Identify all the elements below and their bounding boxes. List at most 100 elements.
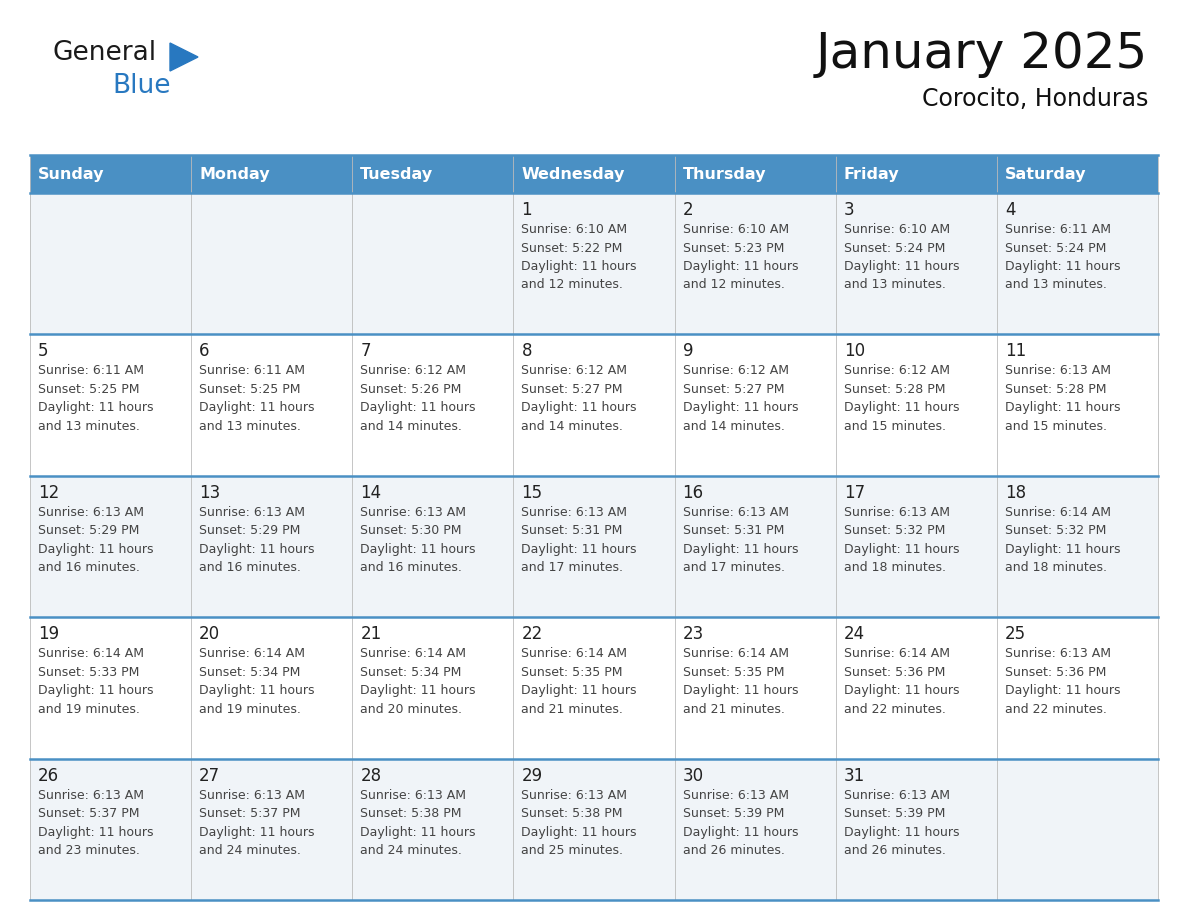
Bar <box>191 193 353 334</box>
Text: Sunday: Sunday <box>38 166 105 182</box>
Text: Wednesday: Wednesday <box>522 166 625 182</box>
Text: Sunrise: 6:13 AM
Sunset: 5:38 PM
Daylight: 11 hours
and 24 minutes.: Sunrise: 6:13 AM Sunset: 5:38 PM Dayligh… <box>360 789 475 857</box>
Text: 4: 4 <box>1005 201 1016 219</box>
Text: Sunrise: 6:12 AM
Sunset: 5:27 PM
Daylight: 11 hours
and 14 minutes.: Sunrise: 6:12 AM Sunset: 5:27 PM Dayligh… <box>683 364 798 433</box>
Text: General: General <box>52 40 156 66</box>
Text: Sunrise: 6:13 AM
Sunset: 5:31 PM
Daylight: 11 hours
and 17 minutes.: Sunrise: 6:13 AM Sunset: 5:31 PM Dayligh… <box>522 506 637 575</box>
Bar <box>30 476 191 617</box>
Bar <box>30 758 191 900</box>
Text: Sunrise: 6:14 AM
Sunset: 5:36 PM
Daylight: 11 hours
and 22 minutes.: Sunrise: 6:14 AM Sunset: 5:36 PM Dayligh… <box>843 647 959 716</box>
Text: 22: 22 <box>522 625 543 644</box>
Bar <box>353 476 513 617</box>
Text: 31: 31 <box>843 767 865 785</box>
Text: 27: 27 <box>200 767 220 785</box>
Text: Sunrise: 6:14 AM
Sunset: 5:35 PM
Daylight: 11 hours
and 21 minutes.: Sunrise: 6:14 AM Sunset: 5:35 PM Dayligh… <box>522 647 637 716</box>
Bar <box>997 617 1158 758</box>
Bar <box>191 617 353 758</box>
Bar <box>513 334 675 476</box>
Bar <box>997 476 1158 617</box>
Bar <box>997 193 1158 334</box>
Bar <box>191 476 353 617</box>
Bar <box>353 334 513 476</box>
Text: Sunrise: 6:14 AM
Sunset: 5:35 PM
Daylight: 11 hours
and 21 minutes.: Sunrise: 6:14 AM Sunset: 5:35 PM Dayligh… <box>683 647 798 716</box>
Text: 21: 21 <box>360 625 381 644</box>
Bar <box>30 193 191 334</box>
Text: Sunrise: 6:13 AM
Sunset: 5:37 PM
Daylight: 11 hours
and 24 minutes.: Sunrise: 6:13 AM Sunset: 5:37 PM Dayligh… <box>200 789 315 857</box>
Bar <box>675 476 835 617</box>
Bar <box>191 758 353 900</box>
Text: Sunrise: 6:13 AM
Sunset: 5:38 PM
Daylight: 11 hours
and 25 minutes.: Sunrise: 6:13 AM Sunset: 5:38 PM Dayligh… <box>522 789 637 857</box>
Bar <box>513 758 675 900</box>
Text: 17: 17 <box>843 484 865 502</box>
Text: 10: 10 <box>843 342 865 361</box>
Text: Sunrise: 6:13 AM
Sunset: 5:32 PM
Daylight: 11 hours
and 18 minutes.: Sunrise: 6:13 AM Sunset: 5:32 PM Dayligh… <box>843 506 959 575</box>
Text: Sunrise: 6:13 AM
Sunset: 5:29 PM
Daylight: 11 hours
and 16 minutes.: Sunrise: 6:13 AM Sunset: 5:29 PM Dayligh… <box>200 506 315 575</box>
Bar <box>997 155 1158 193</box>
Text: 2: 2 <box>683 201 693 219</box>
Text: Sunrise: 6:13 AM
Sunset: 5:29 PM
Daylight: 11 hours
and 16 minutes.: Sunrise: 6:13 AM Sunset: 5:29 PM Dayligh… <box>38 506 153 575</box>
Text: 24: 24 <box>843 625 865 644</box>
Bar <box>353 617 513 758</box>
Text: Sunrise: 6:11 AM
Sunset: 5:25 PM
Daylight: 11 hours
and 13 minutes.: Sunrise: 6:11 AM Sunset: 5:25 PM Dayligh… <box>38 364 153 433</box>
Text: Sunrise: 6:14 AM
Sunset: 5:34 PM
Daylight: 11 hours
and 20 minutes.: Sunrise: 6:14 AM Sunset: 5:34 PM Dayligh… <box>360 647 475 716</box>
Bar <box>997 334 1158 476</box>
Text: Saturday: Saturday <box>1005 166 1086 182</box>
Text: Sunrise: 6:13 AM
Sunset: 5:28 PM
Daylight: 11 hours
and 15 minutes.: Sunrise: 6:13 AM Sunset: 5:28 PM Dayligh… <box>1005 364 1120 433</box>
Text: January 2025: January 2025 <box>816 30 1148 78</box>
Bar <box>30 155 191 193</box>
Bar <box>353 758 513 900</box>
Text: 30: 30 <box>683 767 703 785</box>
Text: Tuesday: Tuesday <box>360 166 434 182</box>
Text: 19: 19 <box>38 625 59 644</box>
Bar <box>675 617 835 758</box>
Text: Monday: Monday <box>200 166 270 182</box>
Text: Sunrise: 6:12 AM
Sunset: 5:27 PM
Daylight: 11 hours
and 14 minutes.: Sunrise: 6:12 AM Sunset: 5:27 PM Dayligh… <box>522 364 637 433</box>
Text: Sunrise: 6:13 AM
Sunset: 5:37 PM
Daylight: 11 hours
and 23 minutes.: Sunrise: 6:13 AM Sunset: 5:37 PM Dayligh… <box>38 789 153 857</box>
Text: 5: 5 <box>38 342 49 361</box>
Text: 8: 8 <box>522 342 532 361</box>
Bar <box>513 476 675 617</box>
Bar <box>513 617 675 758</box>
Text: Sunrise: 6:11 AM
Sunset: 5:24 PM
Daylight: 11 hours
and 13 minutes.: Sunrise: 6:11 AM Sunset: 5:24 PM Dayligh… <box>1005 223 1120 292</box>
Bar <box>675 155 835 193</box>
Bar <box>513 155 675 193</box>
Text: Blue: Blue <box>112 73 171 99</box>
Text: Sunrise: 6:13 AM
Sunset: 5:39 PM
Daylight: 11 hours
and 26 minutes.: Sunrise: 6:13 AM Sunset: 5:39 PM Dayligh… <box>683 789 798 857</box>
Bar <box>675 193 835 334</box>
Text: Friday: Friday <box>843 166 899 182</box>
Text: 1: 1 <box>522 201 532 219</box>
Bar <box>513 193 675 334</box>
Text: 14: 14 <box>360 484 381 502</box>
Text: 11: 11 <box>1005 342 1026 361</box>
Text: 6: 6 <box>200 342 209 361</box>
Bar <box>835 155 997 193</box>
Text: 20: 20 <box>200 625 220 644</box>
Bar <box>30 617 191 758</box>
Text: 15: 15 <box>522 484 543 502</box>
Text: 9: 9 <box>683 342 693 361</box>
Bar <box>30 334 191 476</box>
Bar <box>191 155 353 193</box>
Text: Sunrise: 6:13 AM
Sunset: 5:39 PM
Daylight: 11 hours
and 26 minutes.: Sunrise: 6:13 AM Sunset: 5:39 PM Dayligh… <box>843 789 959 857</box>
Text: Sunrise: 6:11 AM
Sunset: 5:25 PM
Daylight: 11 hours
and 13 minutes.: Sunrise: 6:11 AM Sunset: 5:25 PM Dayligh… <box>200 364 315 433</box>
Bar <box>675 758 835 900</box>
Text: 7: 7 <box>360 342 371 361</box>
Text: 26: 26 <box>38 767 59 785</box>
Text: 23: 23 <box>683 625 703 644</box>
Bar <box>191 334 353 476</box>
Text: 3: 3 <box>843 201 854 219</box>
Text: Sunrise: 6:13 AM
Sunset: 5:36 PM
Daylight: 11 hours
and 22 minutes.: Sunrise: 6:13 AM Sunset: 5:36 PM Dayligh… <box>1005 647 1120 716</box>
Bar <box>353 155 513 193</box>
Text: Sunrise: 6:10 AM
Sunset: 5:24 PM
Daylight: 11 hours
and 13 minutes.: Sunrise: 6:10 AM Sunset: 5:24 PM Dayligh… <box>843 223 959 292</box>
Text: 13: 13 <box>200 484 221 502</box>
Text: Sunrise: 6:10 AM
Sunset: 5:22 PM
Daylight: 11 hours
and 12 minutes.: Sunrise: 6:10 AM Sunset: 5:22 PM Dayligh… <box>522 223 637 292</box>
Bar <box>835 476 997 617</box>
Bar <box>835 193 997 334</box>
Bar <box>835 758 997 900</box>
Text: 16: 16 <box>683 484 703 502</box>
Bar <box>997 758 1158 900</box>
Text: 29: 29 <box>522 767 543 785</box>
Text: 12: 12 <box>38 484 59 502</box>
Text: Corocito, Honduras: Corocito, Honduras <box>922 87 1148 111</box>
Text: Sunrise: 6:14 AM
Sunset: 5:34 PM
Daylight: 11 hours
and 19 minutes.: Sunrise: 6:14 AM Sunset: 5:34 PM Dayligh… <box>200 647 315 716</box>
